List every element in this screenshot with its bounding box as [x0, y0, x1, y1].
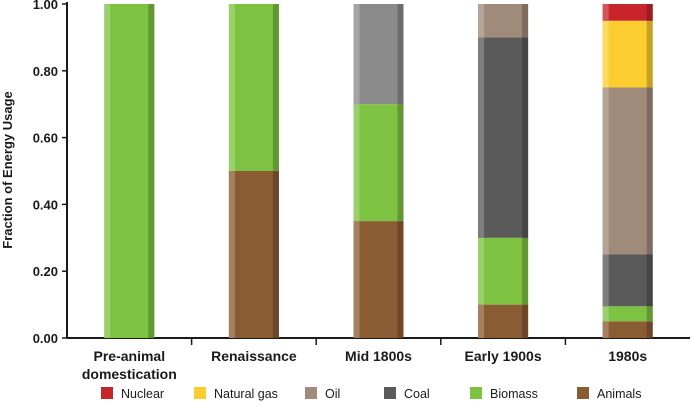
legend-swatch — [101, 387, 113, 399]
legend-label: Animals — [597, 387, 641, 401]
legend-item-coal: Coal — [384, 387, 430, 401]
legend-label: Coal — [404, 387, 430, 401]
x-tick-label-1980s: 1980s — [608, 348, 647, 364]
legend-item-natural-gas: Natural gas — [194, 387, 278, 401]
legend-item-animals: Animals — [577, 387, 641, 401]
y-tick-label: 0.80 — [33, 64, 58, 79]
bar-segment-oil-1980s — [602, 87, 653, 255]
bar-segment-biomass-early-1900s — [478, 237, 529, 305]
y-tick-label: 0.40 — [33, 197, 58, 212]
y-tick-labels: 0.00 0.20 0.40 0.60 0.80 1.00 — [33, 0, 58, 346]
bar-segment-natural-gas-1980s — [602, 20, 653, 88]
bar-segment-coal-mid-1800s — [353, 4, 404, 105]
y-tick-label: 0.20 — [33, 264, 58, 279]
legend: Nuclear Natural gas Oil Coal Biomass Animals — [101, 387, 641, 401]
x-tick-label-mid-1800s: Mid 1800s — [345, 348, 412, 364]
y-tick-label: 0.00 — [33, 331, 58, 346]
y-axis-title: Fraction of Energy Usage — [0, 91, 15, 248]
bar-segment-animals-1980s — [602, 321, 653, 338]
x-tick-labels: Pre-animal domestication Renaissance Mid 18… — [82, 348, 648, 382]
bar-segment-biomass-renaissance — [228, 4, 279, 171]
legend-item-nuclear: Nuclear — [101, 387, 164, 401]
bar-segment-biomass-1980s — [602, 306, 653, 322]
bars — [104, 4, 653, 338]
bar-segment-coal-early-1900s — [478, 37, 529, 238]
y-tick-label: 0.60 — [33, 131, 58, 146]
legend-label: Natural gas — [214, 387, 278, 401]
legend-swatch — [470, 387, 482, 399]
legend-swatch — [194, 387, 206, 399]
legend-label: Nuclear — [121, 387, 164, 401]
bar-segment-biomass-mid-1800s — [353, 104, 404, 222]
legend-item-oil: Oil — [305, 387, 340, 401]
legend-swatch — [577, 387, 589, 399]
bar-segment-biomass-pre-animal-domestication — [104, 4, 155, 338]
legend-item-biomass: Biomass — [470, 387, 538, 401]
bar-segment-coal-1980s — [602, 254, 653, 307]
x-tick-label-pre-animal-domestication: Pre-animal domestication — [82, 348, 177, 382]
legend-swatch — [305, 387, 317, 399]
bar-segment-oil-early-1900s — [478, 4, 529, 38]
y-tick-label: 1.00 — [33, 0, 58, 12]
bar-segment-nuclear-1980s — [602, 4, 653, 21]
bar-segment-animals-early-1900s — [478, 304, 529, 338]
bar-segment-animals-renaissance — [228, 171, 279, 338]
legend-label: Oil — [325, 387, 340, 401]
legend-swatch — [384, 387, 396, 399]
x-tick-label-renaissance: Renaissance — [211, 348, 297, 364]
bar-segment-animals-mid-1800s — [353, 221, 404, 338]
x-tick-label-early-1900s: Early 1900s — [465, 348, 542, 364]
legend-label: Biomass — [490, 387, 538, 401]
